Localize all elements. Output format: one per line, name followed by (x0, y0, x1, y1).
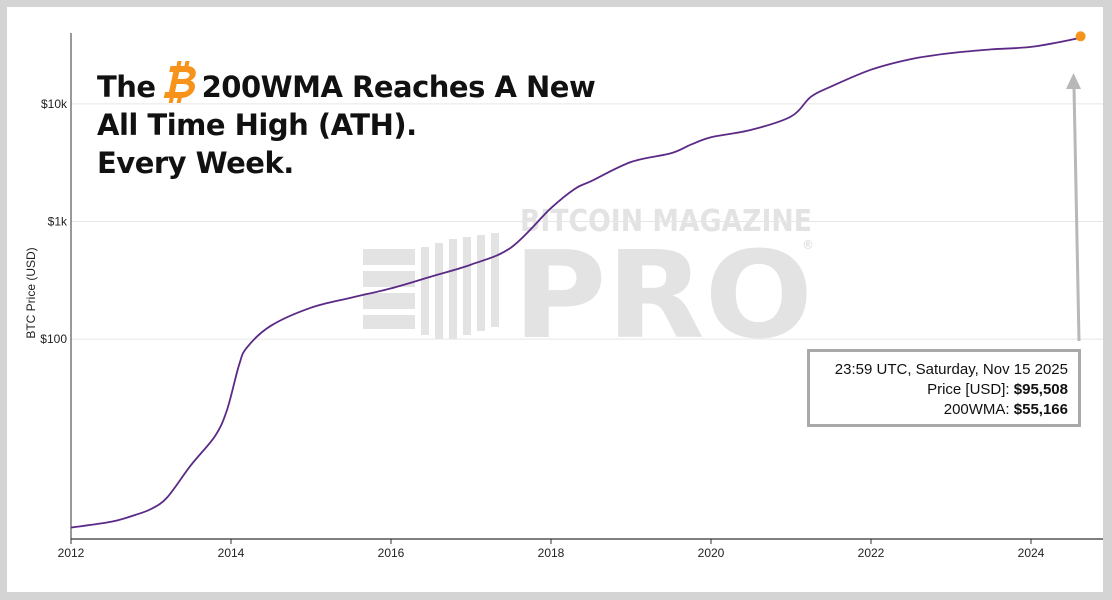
bitcoin-icon (163, 61, 196, 103)
tooltip-wma-row: 200WMA: $55,166 (816, 400, 1068, 420)
data-tooltip: 23:59 UTC, Saturday, Nov 15 2025 Price [… (807, 349, 1081, 427)
tooltip-price-label: Price [USD]: (927, 381, 1010, 398)
tooltip-price-row: Price [USD]: $95,508 (816, 380, 1068, 400)
wma-series-line (70, 36, 1080, 529)
y-axis-label: BTC Price (USD) (24, 247, 38, 338)
tooltip-timestamp: 23:59 UTC, Saturday, Nov 15 2025 (834, 361, 1068, 378)
chart-frame: BITCOIN MAGAZINE PRO ® BTC Price (USD) $… (7, 7, 1103, 592)
tooltip-price-value: $95,508 (1013, 381, 1068, 398)
x-tick-label: 2022 (858, 546, 885, 560)
pointer-arrow-shaft (1072, 86, 1081, 342)
tooltip-wma-label: 200WMA: (943, 401, 1010, 418)
price-chart: BITCOIN MAGAZINE PRO ® BTC Price (USD) $… (24, 31, 1103, 560)
headline-line-1: The 200WMA Reaches A New (97, 59, 596, 106)
watermark-logo: BITCOIN MAGAZINE PRO ® (363, 204, 814, 366)
grid-layer (71, 103, 1103, 340)
series-layer (70, 31, 1086, 529)
x-tick-label: 2014 (218, 546, 245, 560)
pointer-arrow (1066, 73, 1081, 342)
x-tick-label: 2024 (1018, 546, 1045, 560)
y-tick-label: $10k (41, 97, 68, 111)
x-tick-label: 2016 (378, 546, 405, 560)
latest-point-marker (1075, 31, 1086, 42)
y-tick-label: $100 (40, 332, 67, 346)
watermark-stripes-icon (363, 233, 499, 339)
x-tick-label: 2020 (698, 546, 725, 560)
y-tick-label: $1k (48, 214, 68, 228)
x-tick-label: 2012 (58, 546, 85, 560)
headline-line-3: Every Week. (97, 146, 294, 180)
ticks-layer: $100 $1k $10k 2012 2014 2016 2018 2020 2022 2024 (40, 97, 1044, 560)
headline-line-1-start: The (97, 70, 156, 104)
headline: The 200WMA Reaches A New All Time High (A… (97, 59, 596, 182)
pointer-arrowhead-icon (1066, 73, 1081, 89)
headline-line-1-end: 200WMA Reaches A New (201, 70, 596, 104)
tooltip-wma-value: $55,166 (1013, 401, 1068, 418)
watermark-pro-text: PRO (513, 227, 813, 366)
headline-line-2: All Time High (ATH). (97, 108, 417, 142)
watermark-registered-mark: ® (802, 238, 814, 252)
x-tick-label: 2018 (538, 546, 565, 560)
axes-layer: BTC Price (USD) (24, 33, 1103, 540)
